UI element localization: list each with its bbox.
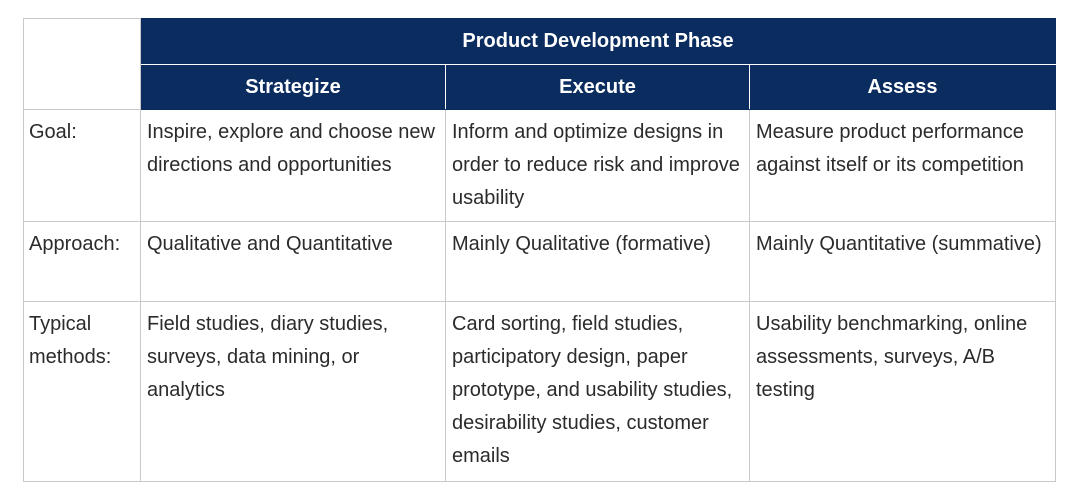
column-header-row: Strategize Execute Assess [24, 64, 1057, 110]
cell-methods-strategize: Field studies, diary studies, surveys, d… [140, 301, 446, 482]
cell-goal-execute: Inform and optimize designs in order to … [445, 109, 750, 222]
cell-methods-assess: Usability benchmarking, online assessmen… [748, 301, 1057, 482]
phase-header-row: Product Development Phase [23, 18, 1057, 110]
row-label-goal: Goal: [23, 109, 141, 222]
phase-title: Product Development Phase [139, 18, 1057, 65]
column-header-execute: Execute [445, 64, 750, 110]
table-row-goal: Goal: Inspire, explore and choose new di… [23, 109, 1057, 222]
cell-approach-assess: Mainly Quantitative (summative) [748, 221, 1057, 302]
row-label-approach: Approach: [23, 221, 141, 302]
cell-goal-assess: Measure product performance against itse… [748, 109, 1057, 222]
cell-methods-execute: Card sorting, field studies, participato… [445, 301, 750, 482]
cell-goal-strategize: Inspire, explore and choose new directio… [140, 109, 446, 222]
column-header-strategize: Strategize [140, 64, 446, 110]
cell-approach-execute: Mainly Qualitative (formative) [445, 221, 750, 302]
table-row-approach: Approach: Qualitative and Quantitative M… [23, 221, 1057, 302]
column-header-assess: Assess [748, 64, 1057, 110]
table-row-typical-methods: Typical methods: Field studies, diary st… [23, 301, 1057, 482]
row-label-typical-methods: Typical methods: [23, 301, 141, 482]
product-development-phase-table: Product Development Phase Strategize Exe… [23, 18, 1057, 482]
cell-approach-strategize: Qualitative and Quantitative [140, 221, 446, 302]
corner-cell [23, 18, 141, 110]
